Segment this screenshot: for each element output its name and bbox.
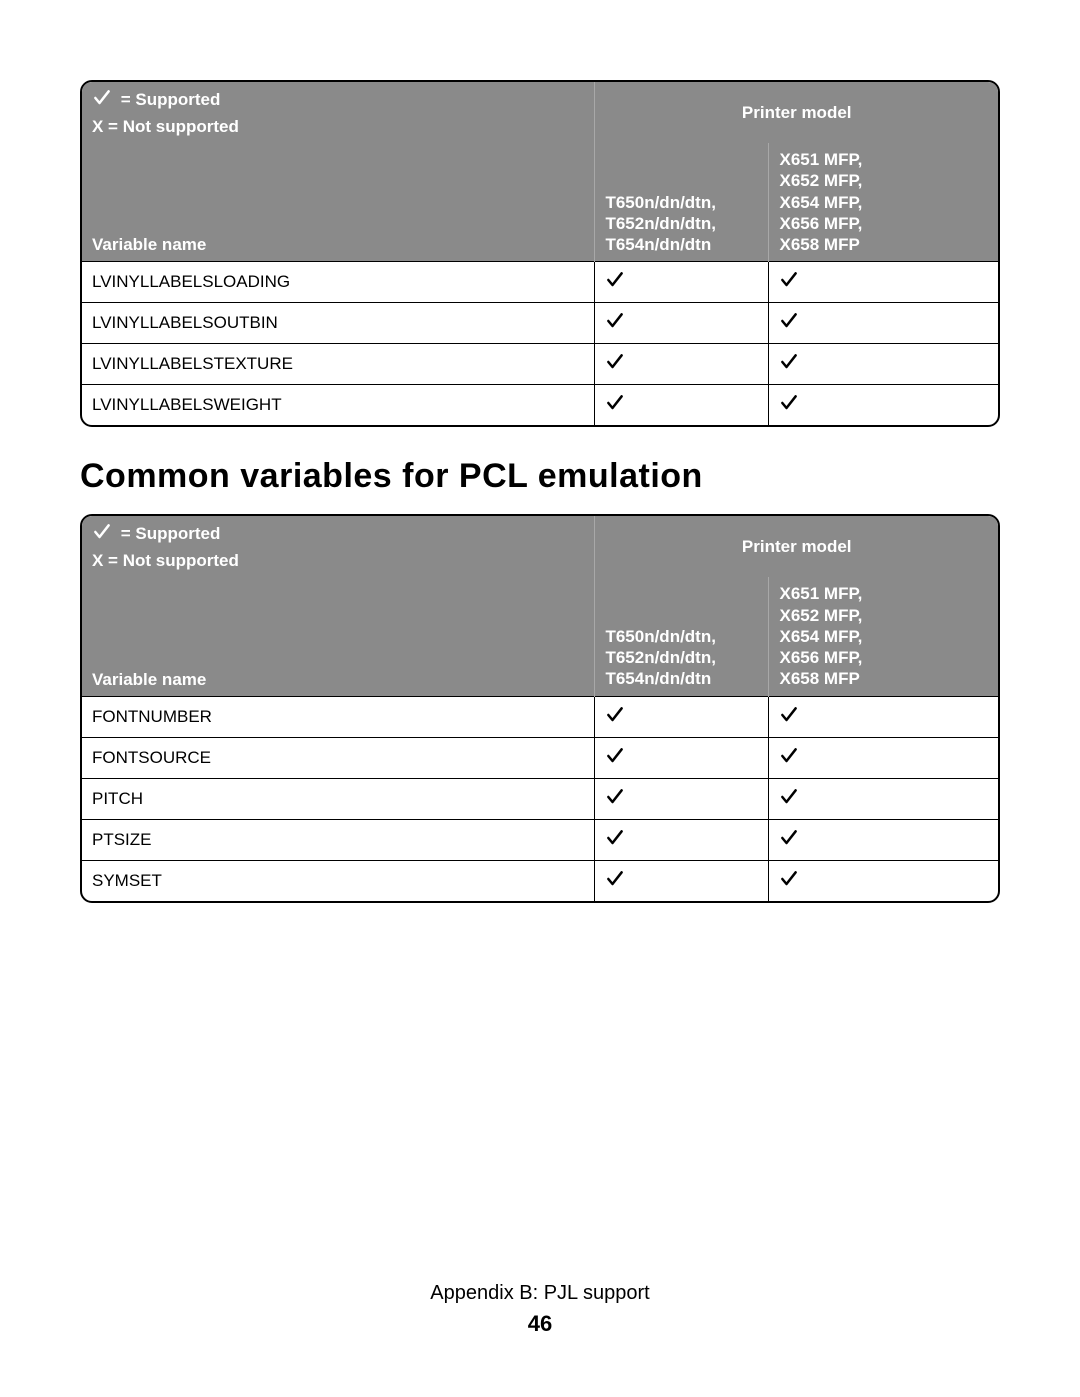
- support-cell: [769, 344, 998, 385]
- legend-supported-text: = Supported: [121, 90, 221, 109]
- variable-name-cell: LVINYLLABELSLOADING: [82, 262, 595, 303]
- support-cell: [595, 778, 769, 819]
- support-cell: [595, 696, 769, 737]
- table-row: LVINYLLABELSLOADING: [82, 262, 998, 303]
- table-row: SYMSET: [82, 860, 998, 901]
- support-cell: [595, 860, 769, 901]
- model-col-1-header: T650n/dn/dtn, T652n/dn/dtn, T654n/dn/dtn: [595, 577, 769, 696]
- variable-name-cell: LVINYLLABELSOUTBIN: [82, 303, 595, 344]
- legend-supported-row: = Supported: [82, 516, 595, 549]
- support-cell: [595, 344, 769, 385]
- support-cell: [769, 737, 998, 778]
- support-cell: [769, 262, 998, 303]
- variable-name-header: Variable name: [82, 577, 595, 696]
- appendix-title: Appendix B: PJL support: [0, 1282, 1080, 1305]
- check-icon: [92, 522, 112, 547]
- model-col-1-header: T650n/dn/dtn, T652n/dn/dtn, T654n/dn/dtn: [595, 143, 769, 262]
- legend-not-supported: X = Not supported: [82, 549, 595, 577]
- legend-supported-text: = Supported: [121, 524, 221, 543]
- variable-name-cell: LVINYLLABELSWEIGHT: [82, 385, 595, 426]
- page-number: 46: [0, 1311, 1080, 1337]
- support-cell: [769, 778, 998, 819]
- printer-model-header: Printer model: [595, 82, 998, 143]
- support-cell: [769, 819, 998, 860]
- check-icon: [92, 88, 112, 113]
- support-cell: [769, 860, 998, 901]
- variable-name-cell: LVINYLLABELSTEXTURE: [82, 344, 595, 385]
- variable-name-header: Variable name: [82, 143, 595, 262]
- section-heading: Common variables for PCL emulation: [80, 457, 1000, 496]
- support-cell: [769, 303, 998, 344]
- table-row: FONTNUMBER: [82, 696, 998, 737]
- printer-model-header: Printer model: [595, 516, 998, 577]
- variable-name-cell: PITCH: [82, 778, 595, 819]
- table-row: LVINYLLABELSOUTBIN: [82, 303, 998, 344]
- variable-name-cell: SYMSET: [82, 860, 595, 901]
- model-col-2-header: X651 MFP, X652 MFP, X654 MFP, X656 MFP, …: [769, 143, 998, 262]
- support-cell: [769, 385, 998, 426]
- table-row: PITCH: [82, 778, 998, 819]
- support-cell: [595, 385, 769, 426]
- table-row: LVINYLLABELSTEXTURE: [82, 344, 998, 385]
- variables-table-2: = Supported Printer model X = Not suppor…: [80, 514, 1000, 902]
- support-cell: [595, 737, 769, 778]
- legend-not-supported: X = Not supported: [82, 115, 595, 143]
- support-cell: [595, 303, 769, 344]
- table-row: LVINYLLABELSWEIGHT: [82, 385, 998, 426]
- support-cell: [595, 819, 769, 860]
- variable-name-cell: FONTSOURCE: [82, 737, 595, 778]
- variable-name-cell: PTSIZE: [82, 819, 595, 860]
- table-row: FONTSOURCE: [82, 737, 998, 778]
- table-row: PTSIZE: [82, 819, 998, 860]
- legend-supported-row: = Supported: [82, 82, 595, 115]
- variable-name-cell: FONTNUMBER: [82, 696, 595, 737]
- model-col-2-header: X651 MFP, X652 MFP, X654 MFP, X656 MFP, …: [769, 577, 998, 696]
- support-cell: [595, 262, 769, 303]
- support-cell: [769, 696, 998, 737]
- variables-table-1: = Supported Printer model X = Not suppor…: [80, 80, 1000, 427]
- page-footer: Appendix B: PJL support 46: [0, 1282, 1080, 1337]
